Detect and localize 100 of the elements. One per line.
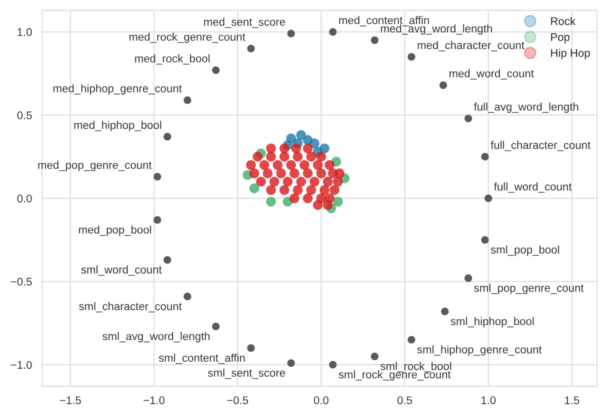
point bbox=[334, 168, 344, 178]
legend-label: Hip Hop bbox=[551, 48, 590, 60]
point bbox=[262, 168, 273, 178]
point bbox=[246, 160, 256, 170]
annotation: med_rock_genre_count bbox=[129, 32, 246, 43]
point bbox=[259, 160, 270, 170]
x-tick-label: −1.0 bbox=[144, 396, 165, 404]
x-tick-label: −0.5 bbox=[227, 396, 248, 404]
y-tick-label: 0.0 bbox=[17, 194, 32, 202]
point bbox=[484, 194, 492, 202]
point bbox=[249, 168, 260, 178]
point bbox=[247, 44, 255, 52]
point bbox=[154, 216, 162, 224]
annotation: full_avg_word_length bbox=[474, 102, 578, 113]
point bbox=[279, 152, 290, 162]
point bbox=[154, 172, 162, 180]
point bbox=[164, 256, 172, 264]
point bbox=[320, 143, 330, 154]
annotation: sml_avg_word_length bbox=[102, 332, 210, 342]
y-tick-label: −0.5 bbox=[10, 278, 32, 286]
point bbox=[269, 176, 280, 187]
point bbox=[290, 193, 300, 204]
annotation: med_pop_bool bbox=[79, 225, 152, 236]
annotation: med_hiphop_bool bbox=[74, 120, 162, 132]
point bbox=[266, 152, 276, 162]
annotation: med_content_affin bbox=[339, 16, 429, 26]
annotation: med_pop_genre_count bbox=[38, 160, 152, 172]
point bbox=[439, 81, 448, 89]
point bbox=[296, 176, 306, 187]
y-tick-label: −1.0 bbox=[10, 360, 32, 369]
point bbox=[306, 185, 316, 195]
point bbox=[481, 236, 489, 244]
point bbox=[329, 28, 337, 36]
annotation: sml_character_count bbox=[79, 302, 182, 312]
annotation: sml_rock_bool bbox=[380, 362, 452, 372]
point bbox=[316, 168, 326, 178]
point bbox=[286, 160, 296, 170]
point bbox=[279, 185, 290, 195]
point bbox=[322, 200, 333, 210]
annotation: med_sent_score bbox=[204, 18, 286, 28]
x-tick-label: 0.0 bbox=[314, 396, 328, 404]
point bbox=[252, 152, 263, 162]
annotation: sml_word_count bbox=[81, 265, 162, 276]
point bbox=[291, 143, 302, 154]
annotation: med_word_count bbox=[450, 69, 534, 80]
point bbox=[312, 160, 323, 170]
annotation: full_word_count bbox=[494, 182, 572, 193]
point bbox=[212, 66, 220, 74]
y-tick-label: 0.5 bbox=[17, 111, 32, 120]
point bbox=[370, 36, 378, 44]
point bbox=[276, 168, 286, 178]
point bbox=[324, 160, 334, 170]
point bbox=[332, 176, 343, 187]
point bbox=[282, 176, 293, 187]
point bbox=[256, 176, 266, 187]
point bbox=[306, 152, 316, 162]
x-tick-label: −1.5 bbox=[60, 396, 81, 404]
point bbox=[302, 143, 313, 154]
point bbox=[292, 152, 303, 162]
point bbox=[266, 143, 276, 154]
point bbox=[266, 185, 276, 195]
annotation: sml_hiphop_bool bbox=[450, 317, 534, 328]
point bbox=[441, 308, 449, 316]
legend-label: Pop bbox=[551, 33, 570, 44]
annotation: sml_hiphop_genre_count bbox=[417, 345, 542, 356]
point bbox=[164, 132, 172, 141]
point bbox=[184, 292, 192, 300]
point bbox=[279, 143, 290, 154]
point bbox=[329, 360, 337, 369]
x-tick-label: 1.0 bbox=[481, 396, 496, 404]
point bbox=[481, 152, 489, 161]
point bbox=[287, 359, 295, 367]
point bbox=[249, 183, 260, 194]
annotation: med_rock_bool bbox=[135, 54, 210, 65]
annotation: full_character_count bbox=[490, 140, 591, 152]
point bbox=[287, 30, 295, 38]
point bbox=[464, 114, 472, 122]
annotation: med_avg_word_length bbox=[380, 24, 492, 35]
point bbox=[464, 274, 472, 282]
annotation: sml_pop_genre_count bbox=[474, 284, 584, 294]
point bbox=[290, 168, 300, 178]
point bbox=[300, 160, 310, 170]
point bbox=[266, 196, 276, 207]
point bbox=[320, 185, 330, 195]
legend-label: Rock bbox=[551, 16, 576, 26]
point bbox=[408, 53, 416, 61]
annotation: med_character_count bbox=[418, 40, 524, 52]
annotation: sml_sent_score bbox=[208, 368, 286, 379]
x-tick-label: 1.5 bbox=[565, 396, 580, 404]
annotation: sml_content_affin bbox=[158, 354, 245, 364]
point bbox=[302, 168, 313, 178]
point bbox=[312, 200, 323, 210]
point bbox=[212, 322, 220, 330]
point bbox=[370, 352, 378, 360]
point bbox=[302, 193, 313, 204]
point bbox=[247, 344, 255, 352]
annotation: med_hiphop_genre_count bbox=[54, 84, 182, 95]
y-tick-label: 1.0 bbox=[18, 28, 32, 36]
point bbox=[292, 185, 303, 195]
point bbox=[408, 336, 416, 344]
